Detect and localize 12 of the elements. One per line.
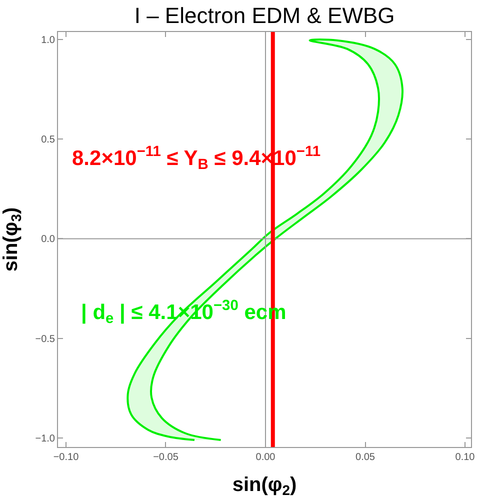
x-axis-title: sin(φ$_{2}$) — [232, 474, 297, 498]
y-tick-label: 0.5 — [41, 134, 56, 146]
x-tick-label: −0.05 — [153, 452, 179, 463]
y-tick-label: 1.0 — [41, 34, 56, 46]
y-tick-label: 0.0 — [41, 234, 56, 246]
x-tick-label: 0.00 — [256, 452, 276, 463]
x-tick-label: 0.05 — [356, 452, 376, 463]
y-tick-label: −1.0 — [35, 434, 56, 445]
x-tick-label: 0.10 — [455, 452, 476, 463]
x-tick-label: −0.10 — [53, 452, 80, 463]
y-tick-label: −0.5 — [35, 334, 56, 345]
chart-title: I – Electron EDM & EWBG — [134, 2, 395, 28]
